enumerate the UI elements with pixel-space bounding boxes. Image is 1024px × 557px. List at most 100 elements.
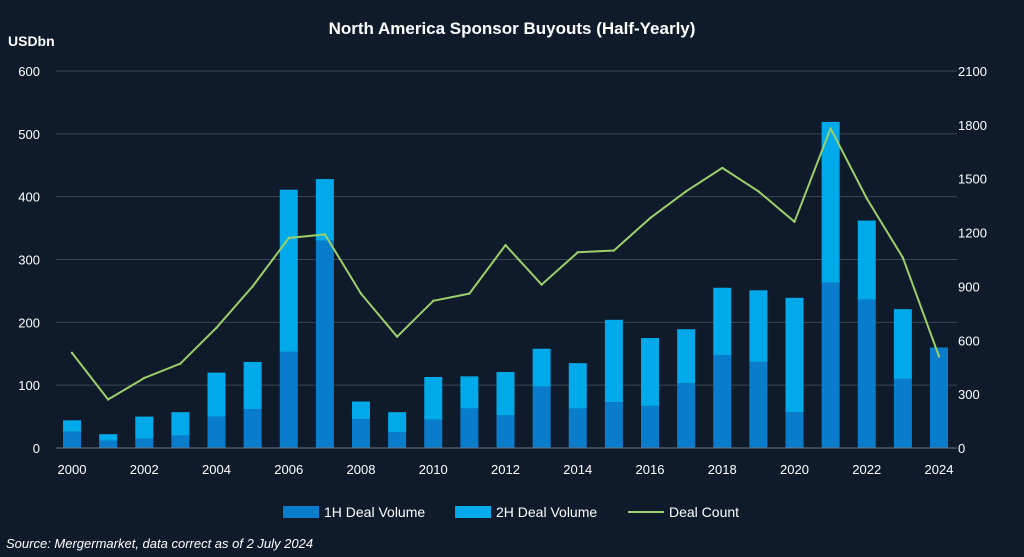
- chart-title: North America Sponsor Buyouts (Half-Year…: [329, 19, 696, 38]
- deal-count-point: [359, 292, 363, 295]
- deal-count-point: [395, 335, 399, 338]
- bar-1h-2012: [496, 415, 515, 448]
- y2-tick-label: 1800: [958, 118, 987, 133]
- bar-1h-2000: [63, 431, 81, 448]
- bar-2h-2023: [893, 309, 912, 379]
- bar-1h-2002: [135, 438, 154, 448]
- bar-1h-2010: [424, 419, 443, 448]
- deal-count-point: [106, 398, 110, 401]
- x-tick-label: 2020: [780, 462, 809, 477]
- bar-1h-2007: [315, 240, 334, 448]
- bar-1h-2024: [930, 347, 948, 448]
- y-tick-label: 300: [18, 253, 40, 268]
- source-note: Source: Mergermarket, data correct as of…: [6, 536, 313, 551]
- deal-count-point: [251, 285, 254, 288]
- x-tick-label: 2018: [708, 462, 737, 477]
- bar-1h-2018: [713, 355, 732, 448]
- bar-2h-2017: [677, 329, 696, 384]
- x-tick-label: 2002: [130, 462, 159, 477]
- y2-tick-label: 600: [958, 333, 980, 348]
- bar-1h-2016: [641, 405, 659, 448]
- bar-1h-2004: [207, 416, 226, 448]
- y2-tick-label: 1500: [958, 172, 987, 187]
- deal-count-point: [323, 233, 327, 236]
- deal-count-point: [504, 243, 507, 247]
- bar-1h-2009: [388, 432, 407, 448]
- bar-2h-2019: [749, 290, 768, 362]
- deal-count-point: [757, 190, 760, 193]
- y-tick-label: 200: [18, 315, 40, 330]
- y-tick-label: 600: [18, 64, 40, 79]
- y2-tick-label: 900: [958, 279, 980, 294]
- bar-2h-2006: [279, 189, 298, 352]
- deal-count-point: [901, 256, 905, 259]
- bar-2h-2014: [568, 363, 587, 409]
- bar-1h-2013: [532, 386, 551, 448]
- bar-1h-2017: [677, 383, 696, 448]
- bar-1h-2011: [460, 408, 479, 448]
- deal-count-point: [70, 351, 74, 355]
- x-tick-label: 2008: [347, 462, 376, 477]
- bar-2h-2009: [388, 412, 407, 433]
- deal-count-point: [576, 251, 579, 254]
- bar-1h-2014: [568, 408, 587, 448]
- x-tick-label: 2016: [636, 462, 665, 477]
- bar-2h-2015: [604, 319, 623, 403]
- x-tick-label: 2004: [202, 462, 231, 477]
- bar-1h-2015: [604, 402, 623, 448]
- bar-2h-2000: [63, 420, 81, 432]
- deal-count-point: [865, 197, 868, 200]
- bar-2h-2005: [243, 361, 262, 410]
- bar-1h-2001: [99, 440, 118, 448]
- y2-tick-label: 2100: [958, 64, 987, 79]
- bar-1h-2020: [785, 412, 804, 448]
- y2-tick-label: 300: [958, 387, 980, 402]
- deal-count-line: [70, 127, 941, 401]
- bar-2h-2013: [532, 348, 551, 387]
- bar-2h-2008: [352, 401, 370, 420]
- deal-count-point: [143, 376, 146, 380]
- y2-tick-label: 1200: [958, 226, 987, 241]
- legend-label: 2H Deal Volume: [496, 504, 597, 520]
- x-tick-label: 2014: [563, 462, 592, 477]
- legend-swatch: [455, 506, 491, 518]
- bar-1h-2023: [893, 378, 912, 448]
- deal-count-point: [179, 362, 182, 365]
- y-axis-unit-label: USDbn: [8, 33, 55, 49]
- bar-2h-2012: [496, 371, 515, 416]
- x-tick-label: 2012: [491, 462, 520, 477]
- deal-count-point: [540, 283, 543, 286]
- bar-1h-2022: [857, 299, 876, 448]
- y-tick-label: 500: [18, 127, 40, 142]
- gridlines: [56, 70, 957, 386]
- bar-2h-2018: [713, 287, 732, 356]
- deal-count-point: [829, 127, 832, 130]
- x-tick-label: 2022: [852, 462, 881, 477]
- x-tick-label: 2024: [925, 462, 954, 477]
- deal-count-point: [937, 355, 941, 358]
- bar-1h-2021: [821, 282, 840, 448]
- bar-1h-2008: [352, 419, 370, 448]
- legend-label: Deal Count: [669, 504, 739, 520]
- bar-2h-2007: [315, 179, 334, 241]
- deal-count-point: [287, 236, 290, 240]
- legend-label: 1H Deal Volume: [324, 504, 425, 520]
- bar-2h-2011: [460, 376, 479, 409]
- deal-count-point: [612, 249, 616, 252]
- bar-2h-2004: [207, 372, 226, 417]
- bar-2h-2022: [857, 220, 876, 300]
- deal-count-point: [721, 166, 724, 170]
- deal-count-point: [793, 220, 796, 223]
- bars: [63, 121, 948, 448]
- x-tick-label: 2000: [58, 462, 87, 477]
- x-tick-label: 2006: [274, 462, 303, 477]
- bar-2h-2002: [135, 416, 154, 439]
- bar-2h-2021: [821, 121, 840, 283]
- bar-1h-2005: [243, 409, 262, 448]
- deal-count-point: [684, 190, 688, 193]
- axes: 0 100 200 300 400 500 600 0 300 600 900 1200 1500 180…: [18, 64, 987, 477]
- legend-swatch: [283, 506, 319, 518]
- bar-2h-2020: [785, 297, 804, 413]
- deal-count-point: [468, 292, 471, 295]
